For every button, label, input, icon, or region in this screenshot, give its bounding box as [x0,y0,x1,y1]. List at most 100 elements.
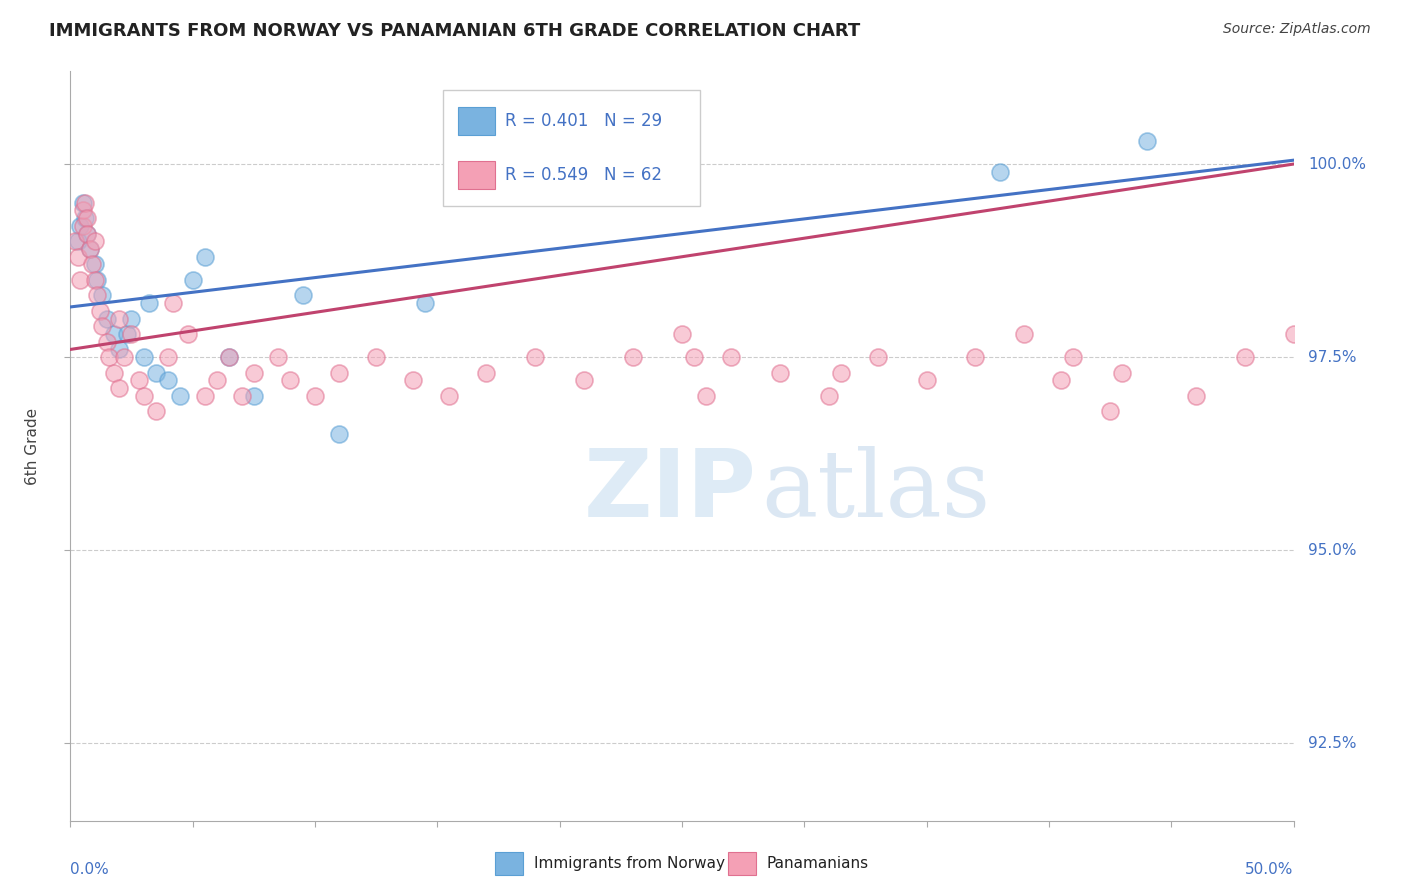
Point [132,350,155,364]
Point [69,219,91,233]
Point [83,257,105,271]
Point [73,211,96,226]
Point [402,373,425,387]
Point [115,326,138,341]
Point [1099,404,1122,418]
Point [108,343,131,357]
Point [267,350,290,364]
Point [280,373,302,387]
Point [96,311,118,326]
Point [86,273,108,287]
Point [112,350,135,364]
Text: Panamanians: Panamanians [766,856,869,871]
Point [413,296,436,310]
Point [181,273,204,287]
Point [103,326,125,341]
Text: 6th Grade: 6th Grade [25,408,39,484]
Point [1282,326,1305,341]
Point [866,350,889,364]
Bar [458,161,495,189]
Text: Source: ZipAtlas.com: Source: ZipAtlas.com [1223,22,1371,37]
Text: 95.0%: 95.0% [1308,542,1357,558]
Point [243,366,266,380]
Point [72,219,94,233]
Point [243,389,266,403]
Point [73,195,96,210]
Point [121,311,143,326]
Point [830,366,852,380]
Text: 97.5%: 97.5% [1308,350,1357,365]
Point [475,366,498,380]
Point [66,235,89,249]
Point [572,188,595,202]
Point [132,389,155,403]
Text: ZIP: ZIP [583,445,756,537]
Point [231,389,253,403]
Point [69,273,91,287]
Point [965,350,987,364]
Point [177,326,200,341]
Point [291,288,314,302]
Point [621,350,644,364]
Point [145,366,167,380]
Point [108,311,131,326]
Point [328,366,350,380]
Point [96,334,118,349]
Point [83,273,105,287]
Point [1050,373,1073,387]
Point [91,319,114,334]
Point [1136,134,1159,148]
Point [82,257,104,271]
Point [72,203,94,218]
Point [218,350,240,364]
Point [769,366,792,380]
Point [157,350,180,364]
Text: 100.0%: 100.0% [1308,157,1367,171]
Point [1111,366,1133,380]
Point [138,296,160,310]
Point [103,366,125,380]
Point [66,250,89,264]
Point [671,326,693,341]
Point [86,288,108,302]
Point [1014,326,1036,341]
Point [366,350,388,364]
Point [817,389,839,403]
Point [121,326,143,341]
Text: R = 0.401   N = 29: R = 0.401 N = 29 [505,112,662,130]
Point [145,404,167,418]
Point [157,373,180,387]
Point [1233,350,1256,364]
Point [524,350,547,364]
Text: Immigrants from Norway: Immigrants from Norway [534,856,725,871]
Text: IMMIGRANTS FROM NORWAY VS PANAMANIAN 6TH GRADE CORRELATION CHART: IMMIGRANTS FROM NORWAY VS PANAMANIAN 6TH… [49,22,860,40]
Point [128,373,150,387]
Point [572,373,595,387]
Point [915,373,938,387]
Point [76,227,98,241]
Point [695,389,717,403]
Point [79,242,101,256]
Point [72,195,94,210]
Point [91,288,114,302]
Text: 50.0%: 50.0% [1246,862,1294,877]
Point [162,296,184,310]
Point [1062,350,1084,364]
Point [194,250,217,264]
Point [1184,389,1206,403]
Point [76,211,98,226]
Point [205,373,228,387]
Bar [458,106,495,135]
Text: 0.0%: 0.0% [70,862,110,877]
Text: atlas: atlas [762,446,991,536]
Text: R = 0.549   N = 62: R = 0.549 N = 62 [505,166,662,184]
Point [194,389,217,403]
FancyBboxPatch shape [443,90,700,206]
Point [76,227,98,241]
Point [89,303,111,318]
Point [304,389,326,403]
Point [108,381,131,395]
Point [63,235,86,249]
Point [328,427,350,442]
Point [988,165,1011,179]
